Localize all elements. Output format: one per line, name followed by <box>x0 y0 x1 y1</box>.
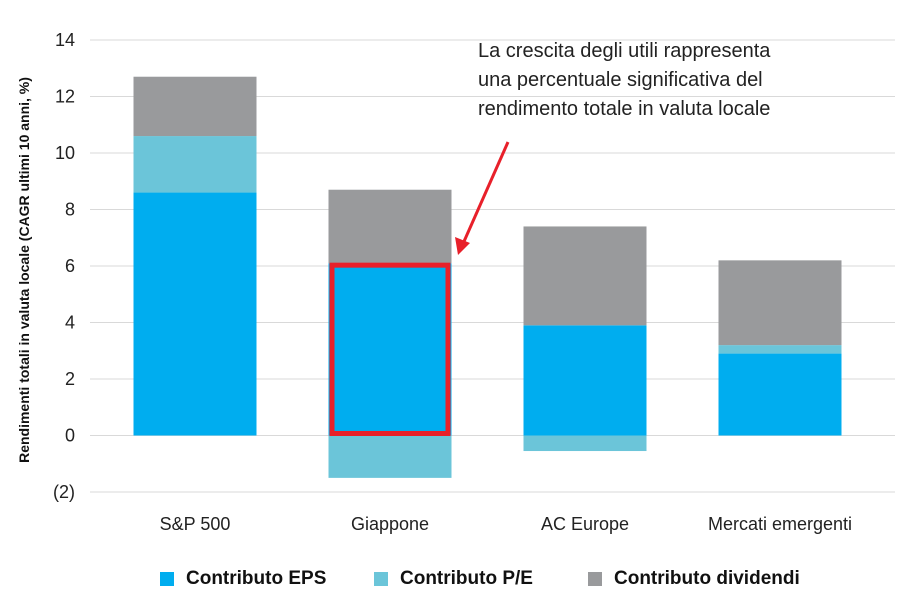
legend-swatch-pe <box>374 572 388 586</box>
bar-eps <box>328 263 452 436</box>
annotation-text: rendimento totale in valuta locale <box>478 98 770 120</box>
y-axis-label: Rendimenti totali in valuta locale (CAGR… <box>16 77 32 463</box>
y-tick-label: 12 <box>55 87 75 107</box>
legend-label-eps: Contributo EPS <box>186 568 327 589</box>
x-axis-categories: S&P 500 Giappone AC Europe Mercati emergent… <box>160 514 852 534</box>
bar-eps <box>133 192 257 436</box>
y-tick-label: 6 <box>65 256 75 276</box>
bar-eps <box>523 325 647 436</box>
legend-item-dividends: Contributo dividendi <box>588 568 800 590</box>
bar-pe <box>718 345 842 354</box>
y-tick-label: 8 <box>65 200 75 220</box>
arrow-line <box>460 141 510 247</box>
bar-dividends <box>328 189 452 264</box>
x-category-label: Mercati emergenti <box>708 514 852 534</box>
bar-pe <box>328 435 452 478</box>
bar-dividends <box>718 260 842 346</box>
legend-label-pe: Contributo P/E <box>400 568 533 589</box>
y-tick-label: 14 <box>55 30 75 50</box>
legend-swatch-eps <box>160 572 174 586</box>
y-tick-label: 0 <box>65 426 75 446</box>
legend-item-eps: Contributo EPS <box>160 568 326 590</box>
y-axis-ticks: (2) 0 2 4 6 8 10 12 14 <box>53 30 75 502</box>
y-tick-label: 10 <box>55 143 75 163</box>
x-category-label: AC Europe <box>541 514 629 534</box>
y-tick-label: 2 <box>65 369 75 389</box>
arrow-head <box>455 237 470 255</box>
x-category-label: Giappone <box>351 514 429 534</box>
bar-dividends <box>133 76 257 137</box>
bars <box>133 76 842 478</box>
annotation: La crescita degli utili rappresenta una p… <box>329 40 771 436</box>
legend-item-pe: Contributo P/E <box>374 568 533 590</box>
annotation-text: una percentuale significativa del <box>478 69 763 91</box>
annotation-text: La crescita degli utili rappresenta <box>478 40 771 62</box>
bar-eps <box>718 353 842 436</box>
highlight-box <box>329 262 451 436</box>
bar-dividends <box>523 226 647 326</box>
y-tick-label: (2) <box>53 482 75 502</box>
bar-pe <box>133 136 257 193</box>
x-category-label: S&P 500 <box>160 514 231 534</box>
legend: Contributo EPS Contributo P/E Contributo… <box>0 568 900 598</box>
legend-label-dividends: Contributo dividendi <box>614 568 800 589</box>
bar-chart: (2) 0 2 4 6 8 10 12 14 S&P 500 Giappone AC Europe M… <box>16 30 895 534</box>
legend-swatch-dividends <box>588 572 602 586</box>
bar-pe <box>523 435 647 452</box>
y-tick-label: 4 <box>65 313 75 333</box>
